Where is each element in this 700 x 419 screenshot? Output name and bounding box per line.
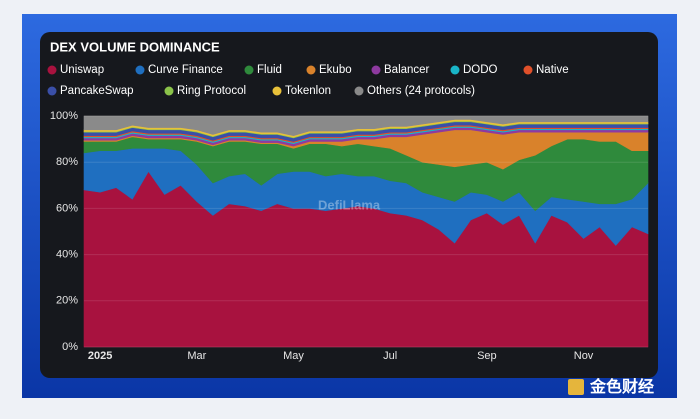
legend-label: DODO [463, 64, 498, 76]
legend-swatch [371, 65, 381, 75]
y-tick-label: 100% [50, 110, 78, 122]
legend-label: Ekubo [319, 64, 352, 76]
y-tick-label: 0% [62, 341, 78, 353]
legend-label: Curve Finance [148, 64, 223, 76]
legend-swatch [354, 86, 364, 96]
legend-swatch [450, 65, 460, 75]
y-tick-label: 80% [56, 156, 78, 168]
legend-swatch [523, 65, 533, 75]
watermark: DefiLlama [318, 197, 381, 212]
y-tick-label: 20% [56, 295, 78, 307]
legend-swatch [47, 86, 57, 96]
legend-swatch [272, 86, 282, 96]
legend-swatch [164, 86, 174, 96]
legend-label: Native [536, 64, 569, 76]
legend-swatch [306, 65, 316, 75]
legend-label: Balancer [384, 64, 430, 76]
legend-label: Fluid [257, 64, 282, 76]
x-tick-label: Mar [187, 350, 206, 362]
legend-label: PancakeSwap [60, 85, 134, 97]
y-tick-label: 60% [56, 202, 78, 214]
logo-icon [568, 379, 584, 395]
legend-swatch [47, 65, 57, 75]
legend-swatch [244, 65, 254, 75]
area [83, 115, 649, 136]
plot: 0% 20% 40% 60% 80% 100% 2025 Mar May Jul Sep Nov [50, 110, 649, 362]
x-tick-label: 2025 [88, 350, 112, 362]
legend-label: Uniswap [60, 64, 104, 76]
x-tick-label: Nov [574, 350, 594, 362]
legend-swatch [135, 65, 145, 75]
x-tick-label: Sep [477, 350, 497, 362]
x-tick-label: May [283, 350, 304, 362]
legend-label: Tokenlon [285, 85, 331, 97]
x-tick-label: Jul [383, 350, 397, 362]
site-watermark: 金色财经 [589, 377, 654, 396]
legend-label: Ring Protocol [177, 85, 246, 97]
y-tick-label: 40% [56, 249, 78, 261]
legend-label: Others (24 protocols) [367, 85, 475, 97]
chart-title: DEX VOLUME DOMINANCE [50, 39, 220, 54]
